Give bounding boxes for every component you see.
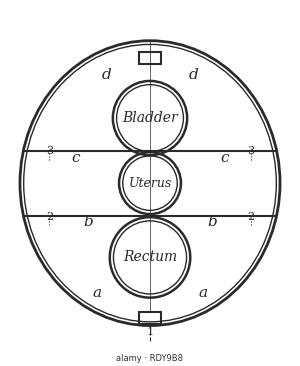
Text: b: b — [83, 215, 93, 229]
Text: Uterus: Uterus — [128, 177, 172, 190]
Text: a: a — [198, 286, 207, 300]
Text: 1: 1 — [146, 327, 154, 337]
Text: d: d — [188, 68, 198, 82]
Bar — [139, 52, 161, 64]
Text: Bladder: Bladder — [122, 111, 178, 125]
Text: alamy · RDY9B8: alamy · RDY9B8 — [116, 354, 184, 363]
Text: c: c — [71, 152, 80, 165]
Text: a: a — [93, 286, 102, 300]
Text: b: b — [207, 215, 217, 229]
Text: 2: 2 — [46, 212, 53, 222]
Text: 3: 3 — [247, 146, 254, 156]
Text: c: c — [220, 152, 229, 165]
Text: Rectum: Rectum — [123, 250, 177, 264]
Text: d: d — [102, 68, 112, 82]
Bar — [139, 311, 161, 324]
Text: 3: 3 — [46, 146, 53, 156]
Text: 2: 2 — [247, 212, 254, 222]
